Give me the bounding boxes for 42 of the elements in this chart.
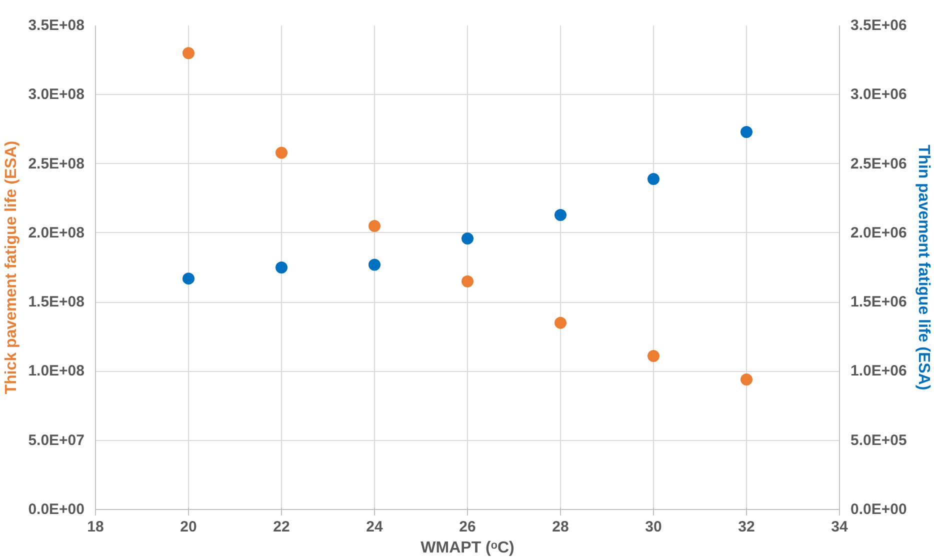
y2-tick-label: 2.5E+06	[850, 155, 907, 172]
y-tick-label: 0.0E+00	[28, 501, 85, 518]
y2-tick-label: 5.0E+05	[850, 432, 907, 449]
point	[648, 350, 660, 362]
y-tick-label: 5.0E+07	[28, 432, 85, 449]
y2-axis-title: Thin pavement fatigue life (ESA)	[914, 144, 932, 390]
y-tick-label: 3.0E+08	[28, 86, 85, 104]
x-tick-label: 28	[552, 518, 569, 536]
point	[740, 374, 752, 386]
y-axis-title: Thick pavement fatigue life (ESA)	[3, 140, 20, 394]
y-tick-label: 1.0E+08	[28, 362, 85, 380]
point	[462, 275, 474, 288]
x-tick-label: 26	[459, 518, 476, 536]
point	[554, 208, 566, 221]
x-tick-label: 34	[831, 518, 848, 536]
point	[740, 126, 752, 138]
point	[182, 272, 194, 285]
x-tick-label: 20	[180, 518, 197, 536]
y-tick-label: 2.5E+08	[28, 155, 85, 172]
point	[276, 262, 288, 274]
x-tick-label: 24	[366, 518, 384, 536]
point	[648, 173, 660, 185]
y-tick-label: 1.5E+08	[28, 294, 85, 311]
x-tick-label: 32	[738, 518, 755, 536]
y2-tick-label: 0.0E+00	[850, 501, 907, 518]
y2-tick-label: 1.5E+06	[850, 294, 907, 311]
x-tick-label: 30	[645, 518, 662, 536]
point	[462, 232, 474, 244]
y2-tick-label: 3.0E+06	[850, 86, 907, 104]
y2-tick-label: 2.0E+06	[850, 224, 907, 242]
point	[276, 146, 288, 159]
point	[368, 258, 380, 271]
y-tick-label: 2.0E+08	[28, 224, 85, 242]
y-tick-label: 3.5E+08	[28, 17, 85, 34]
x-tick-label: 22	[273, 518, 290, 536]
point	[554, 316, 566, 329]
x-tick-label: 18	[87, 518, 104, 536]
y2-tick-label: 1.0E+06	[850, 362, 907, 380]
point	[368, 220, 380, 232]
point	[182, 47, 194, 60]
x-axis-title: WMAPT (ᵒC)	[420, 540, 514, 556]
y2-tick-label: 3.5E+06	[850, 17, 907, 34]
